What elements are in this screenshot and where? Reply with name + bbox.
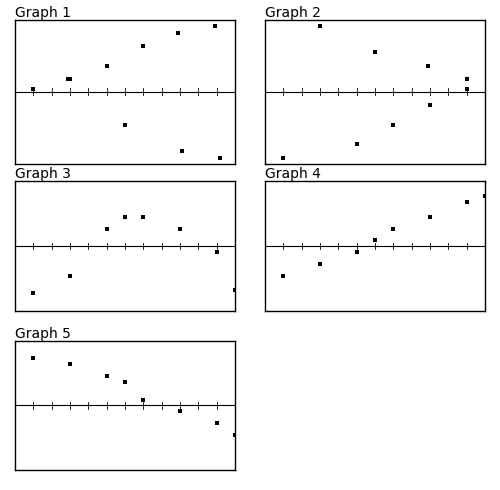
Point [280,272,287,280]
Point [121,378,129,386]
Point [462,75,470,83]
Point [231,287,239,294]
Point [140,42,147,50]
Point [178,147,186,155]
Point [426,213,434,220]
Point [481,192,489,200]
Point [140,395,147,403]
Point [66,272,74,280]
Point [424,62,432,70]
Text: Graph 2: Graph 2 [265,5,321,20]
Point [174,29,182,37]
Point [30,85,38,93]
Point [30,290,38,297]
Point [316,22,324,30]
Point [371,236,379,244]
Text: Graph 5: Graph 5 [15,326,71,341]
Point [66,75,74,83]
Text: Graph 1: Graph 1 [15,5,71,20]
Point [121,121,129,129]
Point [176,408,184,416]
Point [102,224,110,232]
Point [64,75,72,83]
Point [352,248,360,256]
Point [280,154,287,162]
Point [102,62,110,70]
Text: Graph 4: Graph 4 [265,167,321,181]
Point [216,154,224,162]
Point [212,419,220,427]
Point [316,260,324,268]
Point [121,213,129,220]
Point [390,121,398,129]
Point [30,354,38,362]
Point [426,101,434,109]
Text: Graph 3: Graph 3 [15,167,71,181]
Point [140,213,147,220]
Point [231,431,239,439]
Point [176,224,184,232]
Point [462,198,470,206]
Point [211,22,219,30]
Point [102,372,110,380]
Point [212,248,220,256]
Point [66,360,74,368]
Point [371,49,379,56]
Point [462,85,470,93]
Point [352,141,360,148]
Point [390,224,398,232]
